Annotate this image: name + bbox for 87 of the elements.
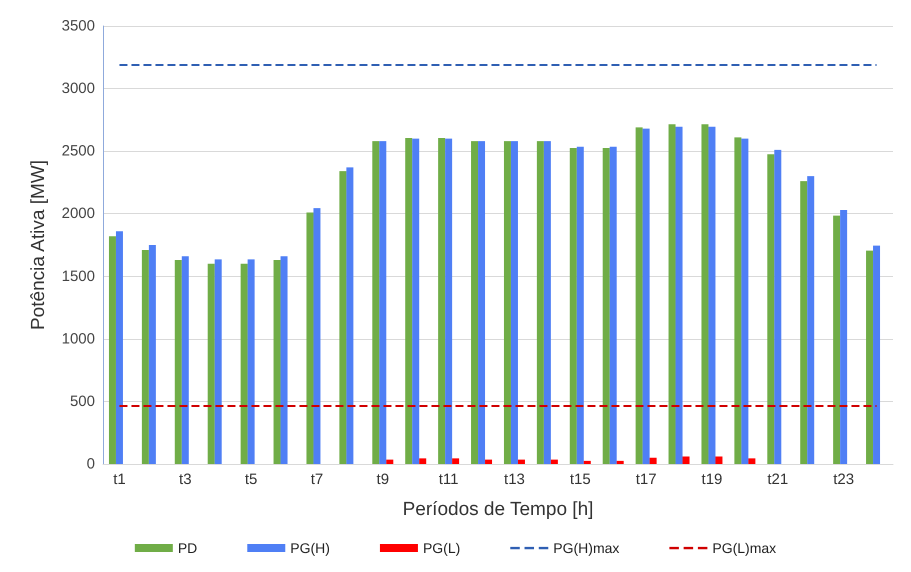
bar [682,456,690,464]
x-tick-label: t1 [113,471,126,488]
bar [866,250,874,464]
bar [339,171,346,464]
x-axis-title: Períodos de Tempo [h] [402,499,594,520]
bar [485,460,492,464]
x-tick-label: t13 [504,471,525,488]
x-tick-label: t5 [244,471,258,488]
y-tick-label: 500 [70,392,95,410]
legend-label: PG(H) [290,540,330,556]
bar [642,128,650,464]
bar [372,141,380,464]
y-tick-label: 2500 [62,142,95,160]
bar [741,138,748,464]
bar [616,460,624,464]
bar [576,146,584,464]
y-tick-label: 3500 [62,18,95,34]
bar [148,245,156,464]
bar [174,260,182,464]
bar [550,460,558,464]
x-tick-label: t11 [438,471,458,488]
bar [536,141,544,464]
bar [767,154,774,464]
bar [544,141,551,464]
y-tick-label: 3000 [62,80,95,98]
bar [701,124,708,464]
y-tick-label: 1000 [62,330,95,348]
bar [636,127,643,464]
bar [715,456,722,464]
legend-label: PG(L) [422,540,460,556]
bar [518,460,525,464]
x-tick-label: t9 [376,471,390,488]
y-axis-title: Potência Ativa [MW] [28,160,49,330]
x-tick-label: t19 [702,471,722,488]
bar [274,260,281,464]
y-tick-label: 0 [86,456,95,472]
bar [208,264,215,464]
bar [668,124,676,464]
bar [584,460,591,464]
bar [708,126,716,464]
bar [478,141,486,464]
bar [650,458,657,464]
legend-label: PG(H)max [553,540,620,556]
bar [471,141,478,464]
bar [438,138,446,464]
y-tick-label: 2000 [62,205,95,222]
bar [346,167,354,464]
bar [214,259,222,464]
bar [412,138,420,464]
y-tick-label: 1500 [62,268,95,285]
bar [108,236,116,464]
bar [800,181,808,464]
legend-label: PG(L)max [712,540,776,556]
bar [386,460,394,464]
bar [452,458,460,464]
bar [248,259,255,464]
bar [840,210,848,464]
bar [445,138,452,464]
bar [116,231,123,464]
bar [510,141,518,464]
x-tick-label: t17 [636,471,657,488]
bar [405,138,412,464]
bar [748,458,756,464]
bar [570,148,577,464]
x-tick-label: t7 [310,471,324,488]
bar [419,458,426,464]
bar [873,246,880,464]
x-tick-label: t15 [570,471,591,488]
bar [807,176,814,464]
x-tick-label: t23 [833,471,854,488]
bar [240,264,248,464]
bar [379,141,386,464]
bar [774,150,782,464]
bar [142,250,149,464]
bar [280,256,288,464]
bar [313,208,320,464]
x-tick-label: t3 [179,471,192,488]
legend-label: PD [178,540,198,556]
x-tick-label: t21 [767,471,788,488]
bar [306,212,314,464]
bar [504,141,511,464]
bar [182,256,189,464]
bar [610,146,617,464]
bar [734,137,742,464]
bar [602,148,610,464]
bar [833,216,840,464]
bar [676,126,683,464]
